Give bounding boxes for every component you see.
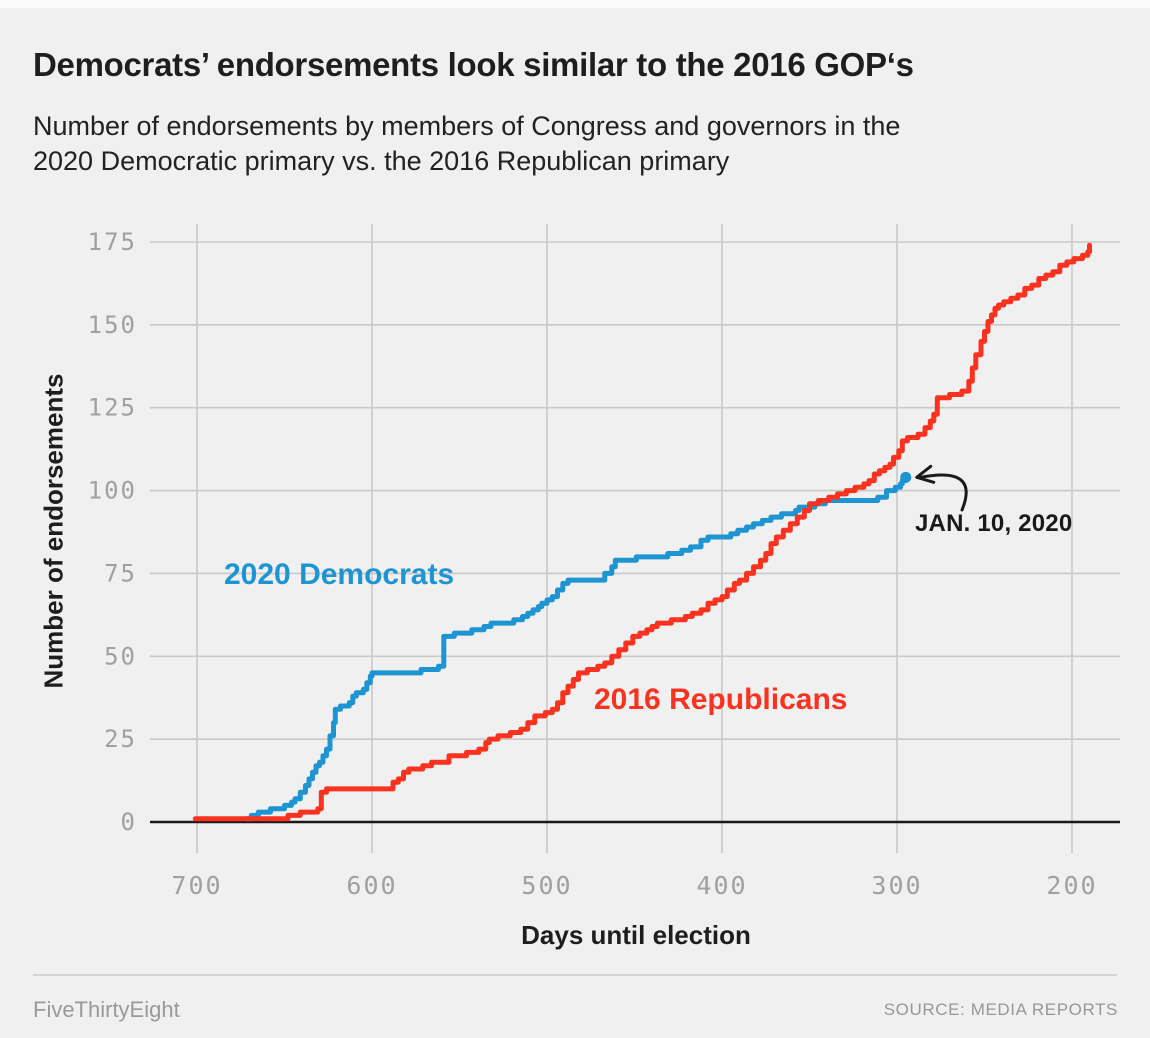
chart-subtitle-line-1: Number of endorsements by members of Con… (33, 111, 901, 141)
annotation-jan-10-2020: JAN. 10, 2020 (915, 510, 1073, 537)
x-axis-title: Days until election (521, 920, 751, 950)
x-tick-label: 300 (871, 871, 922, 900)
page-top-edge (0, 0, 1150, 8)
x-tick-label: 700 (171, 871, 222, 900)
series-label-2016-republicans: 2016 Republicans (594, 683, 848, 716)
annotation-arrowhead (915, 464, 936, 484)
y-tick-label: 175 (88, 228, 137, 256)
y-tick-label: 50 (104, 642, 137, 670)
y-axis-title: Number of endorsements (38, 373, 69, 689)
annotation-arrow-curve (919, 473, 968, 512)
y-tick-label: 25 (104, 725, 137, 753)
chart-subtitle-line-2: 2020 Democratic primary vs. the 2016 Rep… (33, 146, 730, 176)
series-label-2020-democrats: 2020 Democrats (224, 558, 455, 591)
x-tick-label: 500 (521, 871, 572, 900)
x-tick-label: 600 (346, 871, 397, 900)
chart-title: Democrats’ endorsements look similar to … (33, 46, 914, 84)
y-tick-label: 75 (104, 559, 137, 587)
source-credit: SOURCE: MEDIA REPORTS (883, 1000, 1118, 1019)
x-tick-label: 400 (696, 871, 747, 900)
y-tick-label: 100 (88, 477, 137, 505)
x-tick-label: 200 (1046, 871, 1097, 900)
democrats-line (243, 474, 909, 822)
democrats-line-end-dot (900, 471, 912, 483)
y-tick-label: 0 (121, 808, 137, 836)
brand-fivethirtyeight: FiveThirtyEight (33, 997, 180, 1022)
y-tick-label: 125 (88, 394, 137, 422)
footer-divider (33, 974, 1117, 976)
chart-subtitle: Number of endorsements by members of Con… (33, 109, 1138, 179)
y-tick-label: 150 (88, 311, 137, 339)
republicans-line (192, 242, 1092, 822)
